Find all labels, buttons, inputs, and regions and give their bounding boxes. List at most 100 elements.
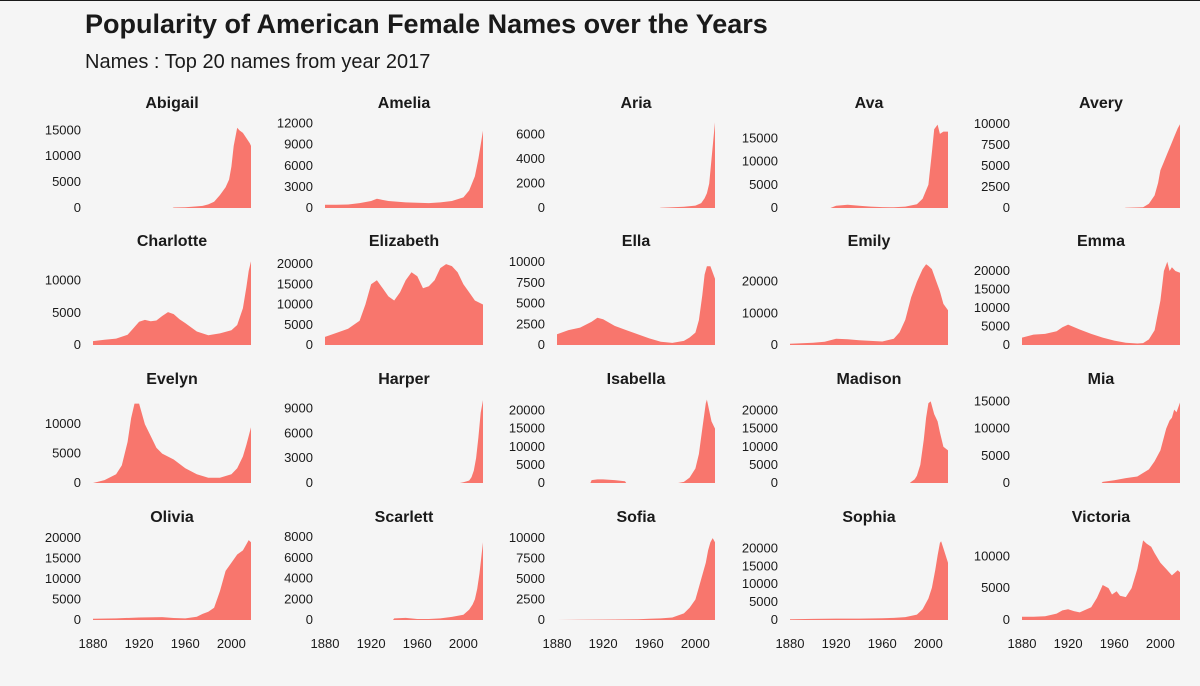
y-tick-label: 12000 [277, 116, 313, 131]
y-tick-label: 6000 [284, 550, 313, 565]
y-tick-label: 0 [1003, 612, 1010, 627]
panel-charlotte: Charlotte 0 5000 10000 [45, 233, 251, 352]
y-tick-label: 0 [306, 612, 313, 627]
panel-title-sofia: Sofia [616, 509, 655, 526]
panel-abigail: Abigail 0 5000 10000 15000 [45, 95, 251, 215]
x-tick-label: 1960 [635, 636, 664, 651]
chart-title: Popularity of American Female Names over… [85, 9, 768, 39]
panel-title-aria: Aria [620, 95, 651, 112]
y-tick-label: 5000 [749, 594, 778, 609]
y-tick-label: 15000 [277, 276, 313, 291]
panel-harper: Harper 0 3000 6000 9000 [284, 371, 483, 490]
area-ella [557, 266, 715, 345]
panel-mia: Mia 0 5000 10000 15000 [974, 371, 1180, 490]
panel-title-abigail: Abigail [145, 95, 198, 112]
panel-title-avery: Avery [1079, 95, 1123, 112]
panel-title-emma: Emma [1077, 233, 1125, 250]
y-tick-label: 20000 [509, 403, 545, 418]
y-tick-label: 0 [306, 200, 313, 215]
x-tick-label: 1880 [311, 636, 340, 651]
x-tick-label: 1960 [403, 636, 432, 651]
y-tick-label: 10000 [742, 154, 778, 169]
y-tick-label: 0 [538, 612, 545, 627]
x-tick-label: 1920 [125, 636, 154, 651]
y-tick-label: 0 [74, 612, 81, 627]
x-tick-label: 1880 [1008, 636, 1037, 651]
panel-ava: Ava 0 5000 10000 15000 [742, 95, 948, 215]
y-tick-label: 20000 [974, 263, 1010, 278]
y-tick-label: 0 [771, 612, 778, 627]
y-tick-label: 0 [771, 200, 778, 215]
panel-title-emily: Emily [848, 233, 891, 250]
y-tick-label: 10000 [509, 254, 545, 269]
y-tick-label: 10000 [45, 571, 81, 586]
y-tick-label: 0 [538, 475, 545, 490]
y-tick-label: 5000 [52, 174, 81, 189]
panel-avery: Avery 0 2500 5000 7500 10000 [974, 95, 1180, 215]
panel-sofia: Sofia 0 2500 5000 7500 10000 1880 1920 1960 2000 [509, 509, 715, 651]
y-tick-label: 7500 [516, 275, 545, 290]
panel-evelyn: Evelyn 0 5000 10000 [45, 371, 251, 490]
y-tick-label: 0 [538, 337, 545, 352]
area-abigail [93, 127, 251, 208]
area-ava [790, 124, 948, 208]
y-tick-label: 5000 [516, 571, 545, 586]
area-emily [790, 264, 948, 345]
panel-title-scarlett: Scarlett [375, 509, 434, 526]
y-tick-label: 5000 [749, 177, 778, 192]
x-tick-label: 1920 [357, 636, 386, 651]
panel-madison: Madison 0 5000 10000 15000 20000 [742, 371, 948, 490]
y-tick-label: 15000 [509, 421, 545, 436]
y-tick-label: 10000 [974, 421, 1010, 436]
y-tick-label: 6000 [516, 127, 545, 142]
y-tick-label: 0 [74, 475, 81, 490]
y-tick-label: 5000 [981, 580, 1010, 595]
y-tick-label: 7500 [981, 137, 1010, 152]
area-elizabeth [325, 264, 483, 345]
y-tick-label: 5000 [52, 305, 81, 320]
y-tick-label: 5000 [52, 592, 81, 607]
y-tick-label: 8000 [284, 529, 313, 544]
y-tick-label: 6000 [284, 425, 313, 440]
y-tick-label: 10000 [742, 576, 778, 591]
y-tick-label: 0 [306, 337, 313, 352]
panel-ella: Ella 0 2500 5000 7500 10000 [509, 233, 715, 352]
panel-title-victoria: Victoria [1072, 509, 1131, 526]
panel-aria: Aria 0 2000 4000 6000 [516, 95, 715, 215]
panel-emily: Emily 0 10000 20000 [742, 233, 948, 352]
y-tick-label: 5000 [981, 318, 1010, 333]
area-emma [1022, 261, 1180, 345]
y-tick-label: 5000 [52, 446, 81, 461]
panel-title-elizabeth: Elizabeth [369, 233, 439, 250]
y-tick-label: 3000 [284, 179, 313, 194]
y-tick-label: 10000 [742, 305, 778, 320]
area-sophia [790, 541, 948, 620]
x-tick-label: 2000 [914, 636, 943, 651]
y-tick-label: 10000 [974, 548, 1010, 563]
y-tick-label: 5000 [981, 448, 1010, 463]
x-tick-label: 2000 [1146, 636, 1175, 651]
y-tick-label: 4000 [284, 571, 313, 586]
y-tick-label: 15000 [974, 393, 1010, 408]
panel-sophia: Sophia 0 5000 10000 15000 20000 1880 1920 1960 20… [742, 509, 948, 651]
y-tick-label: 15000 [974, 281, 1010, 296]
x-tick-label: 1880 [543, 636, 572, 651]
x-tick-label: 1880 [79, 636, 108, 651]
area-olivia [93, 540, 251, 620]
y-tick-label: 10000 [509, 530, 545, 545]
y-tick-label: 15000 [45, 551, 81, 566]
y-tick-label: 10000 [742, 439, 778, 454]
area-evelyn [93, 403, 251, 483]
y-tick-label: 0 [538, 200, 545, 215]
y-tick-label: 10000 [45, 273, 81, 288]
y-tick-label: 2000 [284, 591, 313, 606]
y-tick-label: 10000 [974, 116, 1010, 131]
y-tick-label: 10000 [45, 148, 81, 163]
area-victoria [1022, 540, 1180, 620]
panel-title-ella: Ella [622, 233, 651, 250]
panel-title-isabella: Isabella [607, 371, 666, 388]
area-amelia [325, 130, 483, 208]
y-tick-label: 2000 [516, 176, 545, 191]
y-tick-label: 20000 [742, 540, 778, 555]
